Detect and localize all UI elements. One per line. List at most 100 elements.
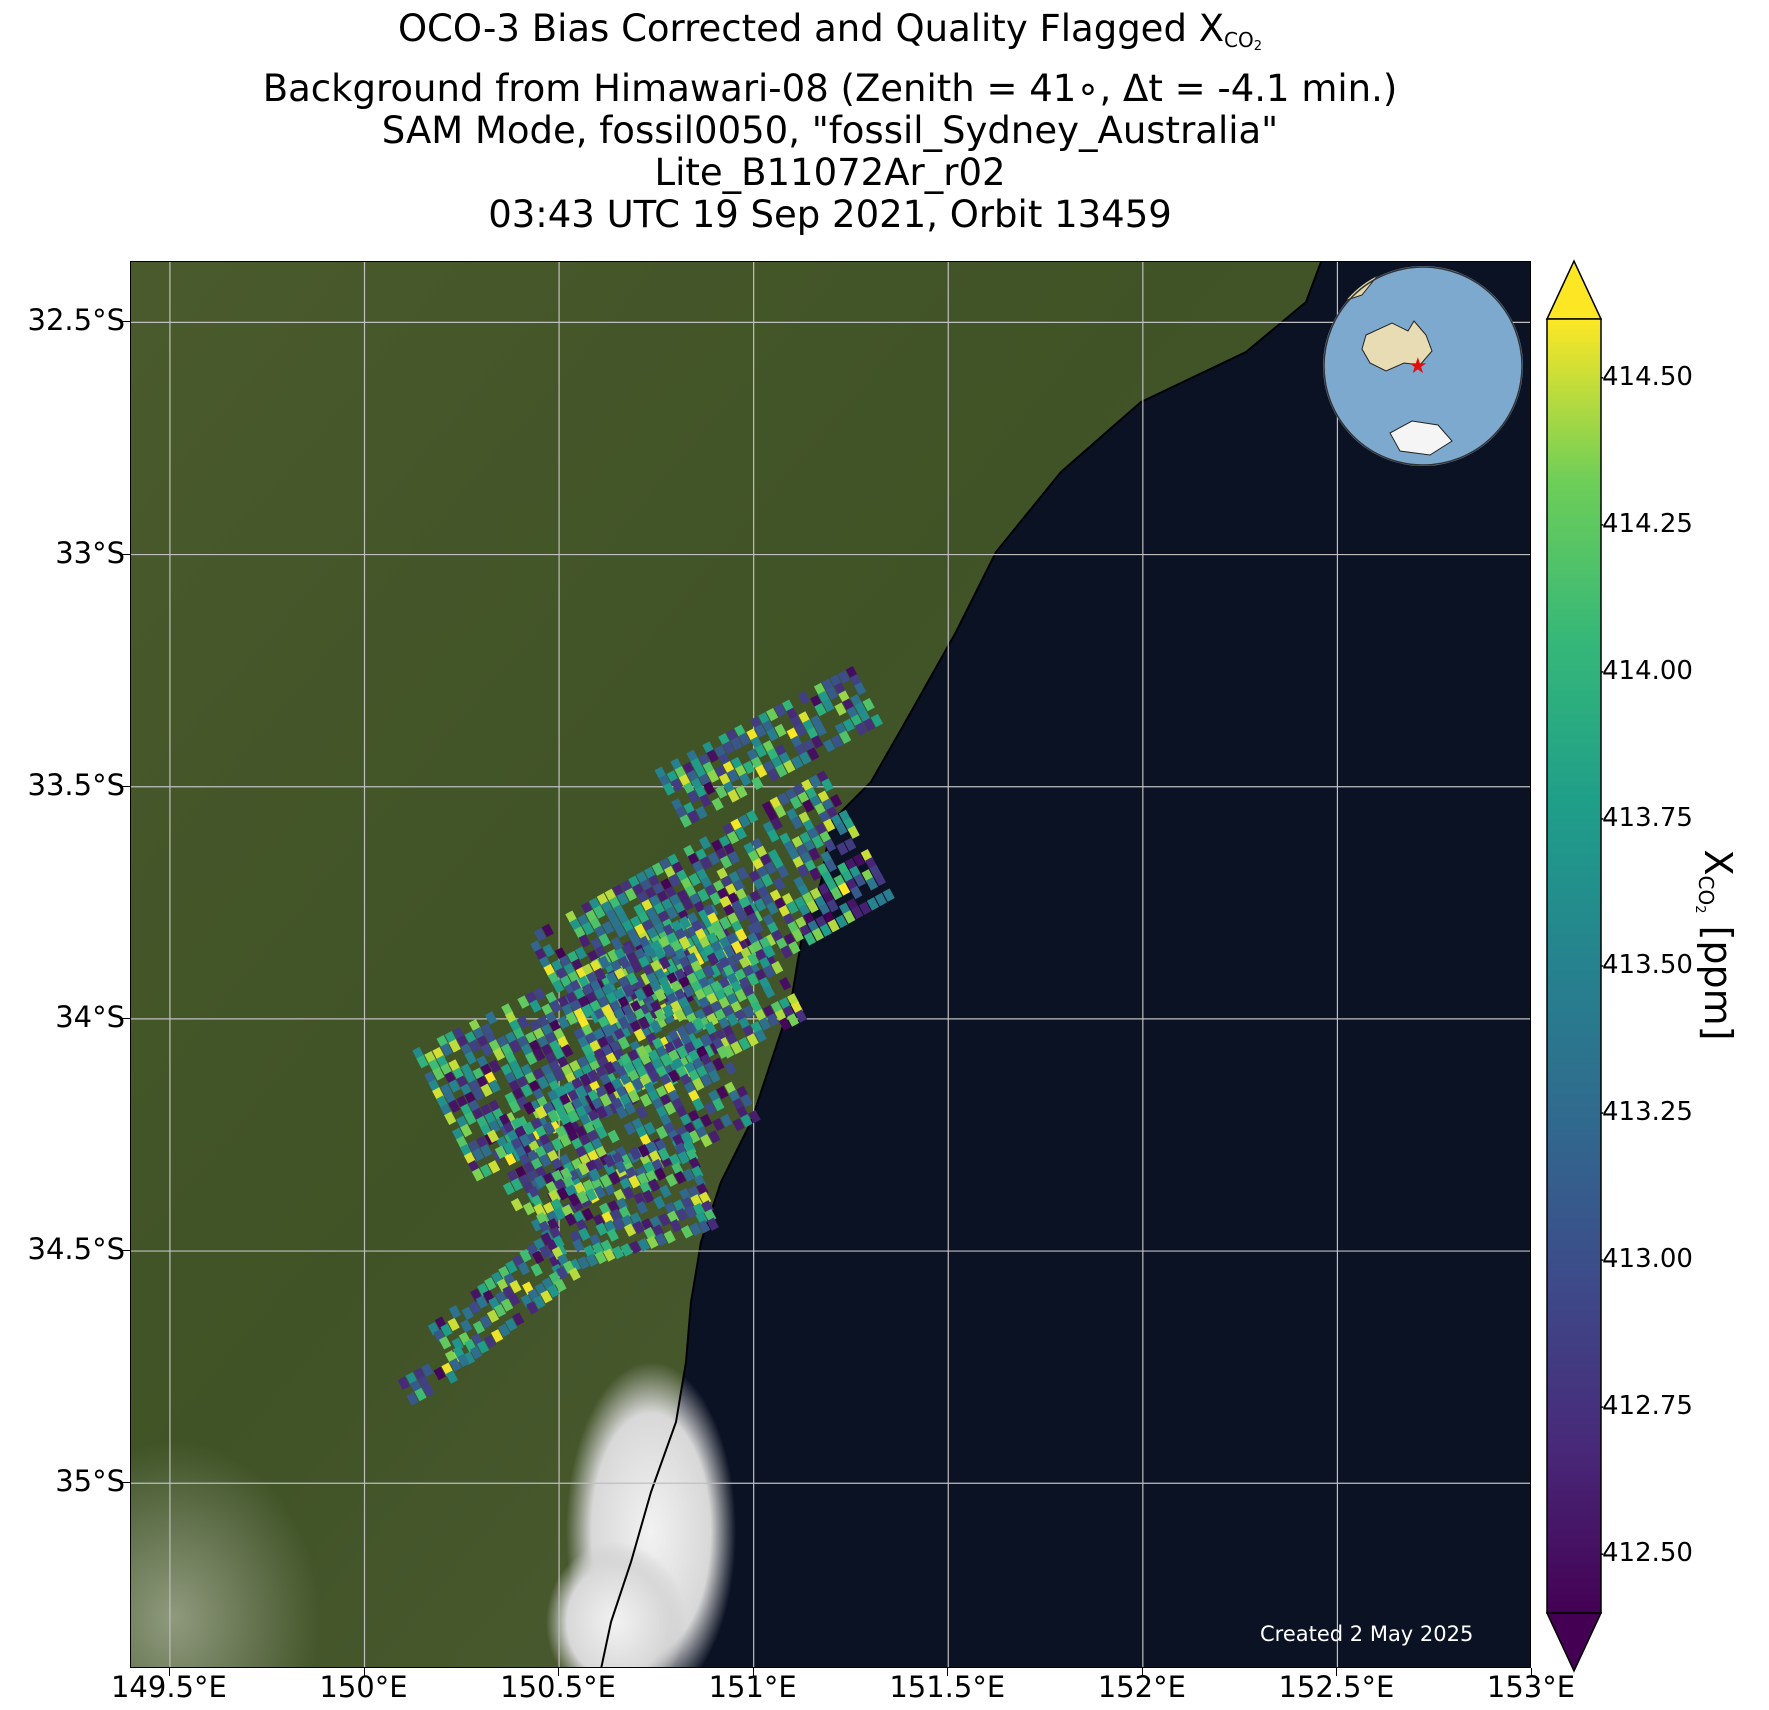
xco2-sounding [697,888,710,903]
xco2-sounding [821,778,834,792]
xco2-sounding [724,1061,737,1076]
xco2-sounding [539,1153,552,1168]
xco2-sounding [679,814,692,828]
xco2-sounding [464,1111,477,1126]
xco2-sounding [591,1157,604,1172]
xco2-sounding [665,906,679,920]
xco2-sounding [634,988,647,1002]
lon-tick-mark [947,1668,949,1676]
title-line-3: SAM Mode, fossil0050, "fossil_Sydney_Aus… [381,109,1279,152]
colorbar-tick-label: 413.00 [1602,1244,1693,1275]
xco2-sounding [703,781,716,796]
xco2-sounding [626,971,639,986]
xco2-sounding [530,1263,543,1277]
haze-overlay [131,1162,551,1667]
xco2-sounding [567,1193,581,1207]
xco2-sounding [421,1363,434,1377]
xco2-sounding [823,738,836,753]
xco2-sounding [627,1089,640,1104]
xco2-sounding [740,1093,753,1108]
xco2-sounding [556,1187,569,1201]
xco2-sounding [847,825,860,839]
xco2-sounding [839,730,852,745]
xco2-sounding [778,1017,792,1031]
xco2-sounding [826,898,839,913]
xco2-sounding [519,1249,532,1263]
xco2-sounding [632,1220,645,1235]
xco2-sounding [668,873,681,888]
xco2-sounding [674,1170,687,1185]
xco2-sounding [704,1021,717,1035]
lon-tick-label: 150.5°E [500,1670,616,1704]
lon-tick-mark [1531,1668,1532,1676]
xco2-sounding [479,1315,493,1329]
xco2-sounding [577,1162,590,1176]
xco2-sounding [736,866,749,881]
lon-tick-mark [363,1668,365,1676]
xco2-sounding [734,988,747,1003]
xco2-sounding [530,1218,544,1232]
xco2-sounding [448,1099,461,1113]
lon-tick-mark [168,1668,170,1676]
xco2-sounding [552,979,565,994]
xco2-sounding [601,1024,614,1038]
colorbar-tick-label: 414.00 [1602,655,1693,686]
xco2-sounding [572,1238,585,1253]
xco2-sounding [616,892,630,906]
xco2-sounding [508,1292,521,1307]
xco2-sounding [746,809,759,824]
map-canvas [131,262,1530,1667]
xco2-sounding [581,1207,594,1222]
xco2-sounding [708,1069,721,1084]
xco2-sounding [438,1336,452,1350]
xco2-sounding [488,1119,501,1134]
xco2-sounding [486,1129,500,1143]
location-star-icon: ★ [1408,354,1428,379]
xco2-sounding [650,1020,663,1034]
xco2-sounding [498,1323,511,1338]
colorbar-extend-bottom [1545,1612,1603,1673]
xco2-sounding [707,851,720,866]
xco2-sounding [488,1160,501,1174]
xco2-sounding [512,1312,525,1326]
lat-tick-label: 32.5°S [27,303,125,338]
xco2-sounding [700,1073,713,1088]
xco2-sounding [564,983,577,997]
xco2-sounding [587,1069,600,1083]
xco2-sounding [594,1250,607,1265]
xco2-sounding [796,863,810,878]
xco2-sounding [448,1079,461,1093]
xco2-sounding [706,924,720,938]
xco2-sounding [577,1256,590,1270]
xco2-sounding [553,1068,566,1082]
xco2-sounding [622,1186,635,1200]
xco2-sounding [762,984,776,999]
globe-inset: ★ [1322,265,1524,467]
xco2-sounding [831,734,844,749]
xco2-sounding [509,1039,522,1054]
xco2-sounding [659,1184,672,1199]
xco2-sounding [490,1329,504,1343]
xco2-sounding [593,1185,607,1199]
lat-tick-mark [122,321,130,323]
xco2-sounding [774,703,787,718]
xco2-sounding [738,1037,751,1051]
xco2-sounding [835,914,848,929]
xco2-sounding [622,983,635,998]
xco2-sounding [603,1161,616,1176]
xco2-sounding [874,892,887,907]
xco2-sounding [564,1212,577,1227]
xco2-sounding [730,736,743,751]
xco2-sounding [851,905,864,920]
xco2-sounding [700,1113,713,1128]
xco2-sounding [692,1077,705,1092]
xco2-sounding [500,1298,514,1312]
xco2-sounding [523,1121,536,1135]
xco2-sounding [603,1081,616,1095]
xco2-sounding [637,1144,651,1158]
xco2-sounding [488,1079,501,1094]
xco2-sounding [660,1053,673,1067]
xco2-sounding [689,1222,702,1237]
xco2-sounding [547,1210,560,1224]
xco2-sounding [520,1083,533,1098]
